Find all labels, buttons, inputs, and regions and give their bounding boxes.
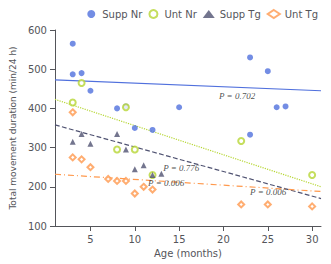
svg-text:600: 600	[28, 25, 47, 36]
svg-text:P = 0.776: P = 0.776	[162, 163, 200, 173]
svg-text:300: 300	[28, 142, 47, 153]
svg-text:10: 10	[128, 234, 141, 245]
svg-text:Total movement duration (min/2: Total movement duration (min/24 h)	[8, 46, 18, 210]
svg-text:P = 0.006: P = 0.006	[249, 187, 287, 197]
svg-text:5: 5	[87, 234, 93, 245]
svg-text:25: 25	[261, 234, 274, 245]
svg-text:Unt Tg: Unt Tg	[285, 9, 318, 20]
svg-text:Supp Tg: Supp Tg	[220, 9, 261, 20]
svg-text:15: 15	[173, 234, 186, 245]
svg-text:20: 20	[217, 234, 230, 245]
svg-text:100: 100	[28, 221, 47, 232]
svg-text:P = 0.006: P = 0.006	[147, 178, 185, 188]
svg-text:Age (months): Age (months)	[154, 248, 222, 259]
svg-text:200: 200	[28, 181, 47, 192]
svg-text:Supp Nr: Supp Nr	[102, 9, 143, 20]
svg-text:30: 30	[306, 234, 319, 245]
svg-text:Unt Nr: Unt Nr	[164, 9, 197, 20]
svg-text:P = 0.702: P = 0.702	[218, 91, 256, 101]
svg-text:400: 400	[28, 103, 47, 114]
svg-text:500: 500	[28, 64, 47, 75]
